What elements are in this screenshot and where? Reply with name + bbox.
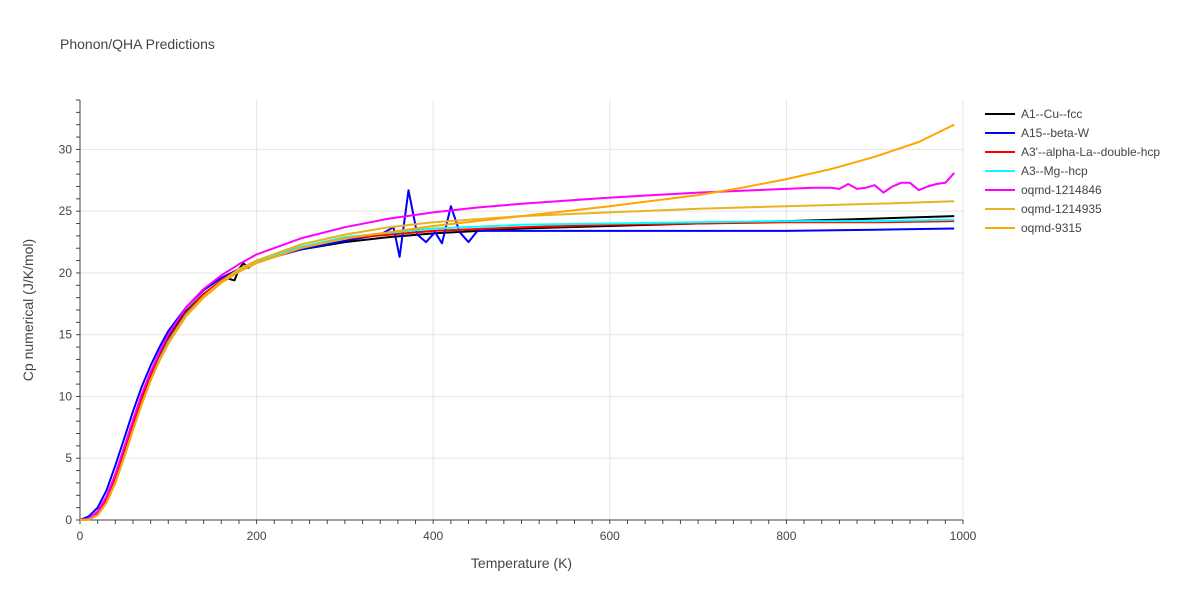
y-tick-label: 25 [59, 204, 73, 218]
legend: A1--Cu--fcc A15--beta-W A3'--alpha-La--dou… [985, 104, 1160, 237]
legend-item[interactable]: oqmd-1214846 [985, 180, 1160, 199]
x-tick-label: 1000 [950, 529, 977, 543]
legend-item[interactable]: A15--beta-W [985, 123, 1160, 142]
series-line-1 [79, 189, 955, 521]
y-tick-label: 15 [59, 328, 73, 342]
legend-label: oqmd-1214935 [1021, 201, 1102, 216]
x-tick-label: 800 [776, 529, 796, 543]
series-line-5 [79, 200, 955, 521]
series-line-6 [79, 123, 955, 521]
chart-title: Phonon/QHA Predictions [60, 36, 215, 52]
x-tick-label: 400 [423, 529, 443, 543]
x-tick-label: 600 [600, 529, 620, 543]
y-tick-label: 0 [65, 513, 72, 527]
y-tick-label: 30 [59, 142, 73, 156]
legend-label: oqmd-9315 [1021, 220, 1082, 235]
series-line-3 [79, 218, 955, 521]
x-tick-label: 200 [247, 529, 267, 543]
legend-label: oqmd-1214846 [1021, 182, 1102, 197]
series-line-0 [79, 215, 955, 521]
legend-label: A3'--alpha-La--double-hcp [1021, 144, 1161, 159]
legend-item[interactable]: A1--Cu--fcc [985, 104, 1160, 123]
x-axis-title: Temperature (K) [471, 555, 572, 571]
legend-item[interactable]: oqmd-1214935 [985, 199, 1160, 218]
series-line-4 [79, 172, 955, 521]
y-tick-label: 5 [65, 451, 72, 465]
legend-swatch [985, 188, 1015, 191]
legend-swatch [985, 150, 1015, 153]
legend-label: A3--Mg--hcp [1021, 163, 1088, 178]
legend-label: A1--Cu--fcc [1021, 106, 1083, 121]
y-tick-label: 10 [59, 389, 73, 403]
y-tick-label: 20 [59, 266, 73, 280]
legend-item[interactable]: oqmd-9315 [985, 218, 1160, 237]
legend-swatch [985, 169, 1015, 172]
y-axis-title: Cp numerical (J/K/mol) [20, 239, 36, 381]
legend-swatch [985, 131, 1015, 134]
x-tick-label: 0 [77, 529, 84, 543]
legend-item[interactable]: A3'--alpha-La--double-hcp [985, 142, 1160, 161]
legend-swatch [985, 207, 1015, 210]
series-line-2 [79, 220, 955, 521]
legend-swatch [985, 112, 1015, 115]
legend-swatch [985, 226, 1015, 229]
legend-label: A15--beta-W [1021, 125, 1090, 140]
legend-item[interactable]: A3--Mg--hcp [985, 161, 1160, 180]
